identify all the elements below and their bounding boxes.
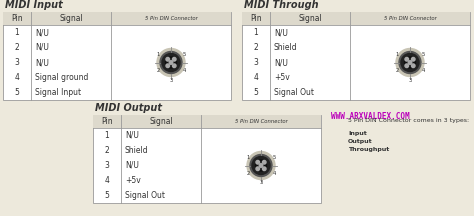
Text: Signal Input: Signal Input	[35, 88, 81, 97]
Text: Pin: Pin	[101, 117, 113, 126]
Text: MIDI Output: MIDI Output	[95, 103, 162, 113]
Text: 3: 3	[409, 78, 411, 83]
Text: N/U: N/U	[125, 131, 139, 140]
Text: N/U: N/U	[274, 28, 288, 37]
Text: N/U: N/U	[35, 58, 49, 67]
Circle shape	[401, 54, 419, 71]
Text: 5 Pin DIN Connector comes in 3 types:: 5 Pin DIN Connector comes in 3 types:	[348, 118, 469, 123]
Text: 3: 3	[105, 161, 109, 170]
Text: Signal: Signal	[59, 14, 83, 23]
Text: Signal ground: Signal ground	[35, 73, 88, 82]
Circle shape	[173, 57, 176, 61]
Text: 5 Pin DIN Connector: 5 Pin DIN Connector	[145, 16, 197, 21]
Text: 1: 1	[246, 155, 250, 160]
Text: 5: 5	[15, 88, 19, 97]
Text: 3: 3	[15, 58, 19, 67]
Text: 3: 3	[254, 58, 258, 67]
Text: 1: 1	[156, 52, 160, 57]
Circle shape	[405, 64, 409, 68]
Circle shape	[256, 167, 260, 170]
Circle shape	[160, 51, 182, 73]
Text: Signal Out: Signal Out	[274, 88, 314, 97]
Text: 3: 3	[259, 181, 263, 186]
Circle shape	[396, 49, 424, 76]
Circle shape	[173, 64, 176, 68]
Text: 3: 3	[169, 78, 173, 83]
Text: +5v: +5v	[125, 176, 141, 185]
Circle shape	[165, 57, 176, 68]
Bar	[242, 12, 470, 25]
Circle shape	[169, 61, 173, 64]
Text: 2: 2	[156, 68, 160, 73]
Circle shape	[256, 160, 260, 164]
Text: N/U: N/U	[274, 58, 288, 67]
Text: 2: 2	[254, 43, 258, 52]
Text: Throughput: Throughput	[348, 147, 389, 152]
Text: 4: 4	[254, 73, 258, 82]
Circle shape	[247, 151, 275, 179]
Text: 2: 2	[246, 171, 250, 176]
Text: 1: 1	[395, 52, 399, 57]
Text: 5: 5	[421, 52, 425, 57]
Text: 5 Pin DIN Connector: 5 Pin DIN Connector	[383, 16, 437, 21]
Circle shape	[166, 57, 170, 61]
Circle shape	[263, 160, 266, 164]
Text: WWW.ARXVALDEX.COM: WWW.ARXVALDEX.COM	[331, 112, 410, 121]
Text: 2: 2	[105, 146, 109, 155]
Text: 1: 1	[105, 131, 109, 140]
Bar	[93, 115, 321, 128]
Text: +5v: +5v	[274, 73, 290, 82]
Text: Input: Input	[348, 131, 367, 136]
Text: 4: 4	[105, 176, 109, 185]
Circle shape	[408, 61, 412, 64]
Circle shape	[157, 49, 185, 76]
Bar	[242, 12, 470, 100]
Text: MIDI Input: MIDI Input	[5, 0, 63, 10]
Circle shape	[404, 57, 416, 68]
Text: 5: 5	[254, 88, 258, 97]
Text: 4: 4	[182, 68, 186, 73]
Text: 4: 4	[272, 171, 276, 176]
Text: Shield: Shield	[274, 43, 298, 52]
Text: 5: 5	[182, 52, 186, 57]
Text: N/U: N/U	[35, 43, 49, 52]
Circle shape	[166, 64, 170, 68]
Text: Output: Output	[348, 139, 373, 144]
Text: Signal: Signal	[298, 14, 322, 23]
Text: 2: 2	[395, 68, 399, 73]
Bar	[3, 12, 231, 100]
Circle shape	[255, 160, 266, 171]
Text: 5 Pin DIN Connector: 5 Pin DIN Connector	[235, 119, 287, 124]
Text: 1: 1	[15, 28, 19, 37]
Text: 4: 4	[421, 68, 425, 73]
Circle shape	[162, 54, 180, 71]
Text: Signal Out: Signal Out	[125, 191, 165, 200]
Bar	[3, 12, 231, 25]
Circle shape	[259, 164, 263, 167]
Text: 5: 5	[105, 191, 109, 200]
Circle shape	[399, 51, 421, 73]
Text: 4: 4	[15, 73, 19, 82]
Text: N/U: N/U	[35, 28, 49, 37]
Bar	[93, 115, 321, 203]
Text: MIDI Through: MIDI Through	[244, 0, 319, 10]
Text: Pin: Pin	[11, 14, 23, 23]
Circle shape	[250, 154, 272, 176]
Text: N/U: N/U	[125, 161, 139, 170]
Text: Signal: Signal	[149, 117, 173, 126]
Text: Shield: Shield	[125, 146, 149, 155]
Circle shape	[263, 167, 266, 170]
Circle shape	[405, 57, 409, 61]
Text: Pin: Pin	[250, 14, 262, 23]
Text: 2: 2	[15, 43, 19, 52]
Circle shape	[411, 57, 415, 61]
Circle shape	[411, 64, 415, 68]
Text: 1: 1	[254, 28, 258, 37]
Circle shape	[252, 157, 270, 175]
Text: 5: 5	[272, 155, 276, 160]
